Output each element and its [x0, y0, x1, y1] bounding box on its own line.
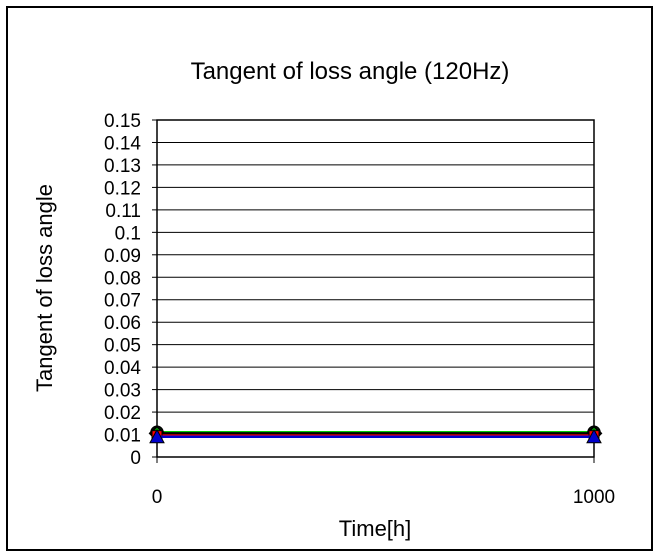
- data-point: [586, 428, 602, 444]
- y-tick-label: 0.07: [104, 291, 141, 312]
- y-tick-label: 0.14: [104, 133, 141, 154]
- y-tick-label: 0.11: [105, 201, 141, 222]
- y-tick-label: 0.04: [104, 358, 141, 379]
- x-tick-label: 1000: [573, 487, 615, 508]
- plot-area: [156, 119, 595, 458]
- y-tick-labels: 00.010.020.030.040.050.060.070.080.090.1…: [104, 111, 157, 469]
- x-axis-label: Time[h]: [339, 516, 412, 541]
- y-tick-label: 0.02: [104, 403, 141, 424]
- y-tick-label: 0.12: [104, 178, 141, 199]
- x-tick-labels: 0 1000: [152, 457, 615, 508]
- y-tick-label: 0.15: [104, 111, 141, 132]
- y-axis-label: Tangent of loss angle: [32, 184, 57, 392]
- y-tick-label: 0.06: [104, 313, 141, 334]
- chart-title: Tangent of loss angle (120Hz): [191, 58, 510, 85]
- y-tick-label: 0: [130, 448, 141, 469]
- y-tick-label: 0.09: [104, 246, 141, 267]
- data-point: [149, 428, 165, 444]
- y-tick-label: 0.1: [115, 223, 141, 244]
- series-group: [148, 424, 603, 444]
- y-tick-label: 0.13: [104, 156, 141, 177]
- y-tick-label: 0.03: [104, 381, 141, 402]
- y-tick-label: 0.05: [104, 336, 141, 357]
- y-tick-label: 0.01: [104, 426, 141, 447]
- x-tick-label: 0: [152, 487, 163, 508]
- y-tick-label: 0.08: [104, 268, 141, 289]
